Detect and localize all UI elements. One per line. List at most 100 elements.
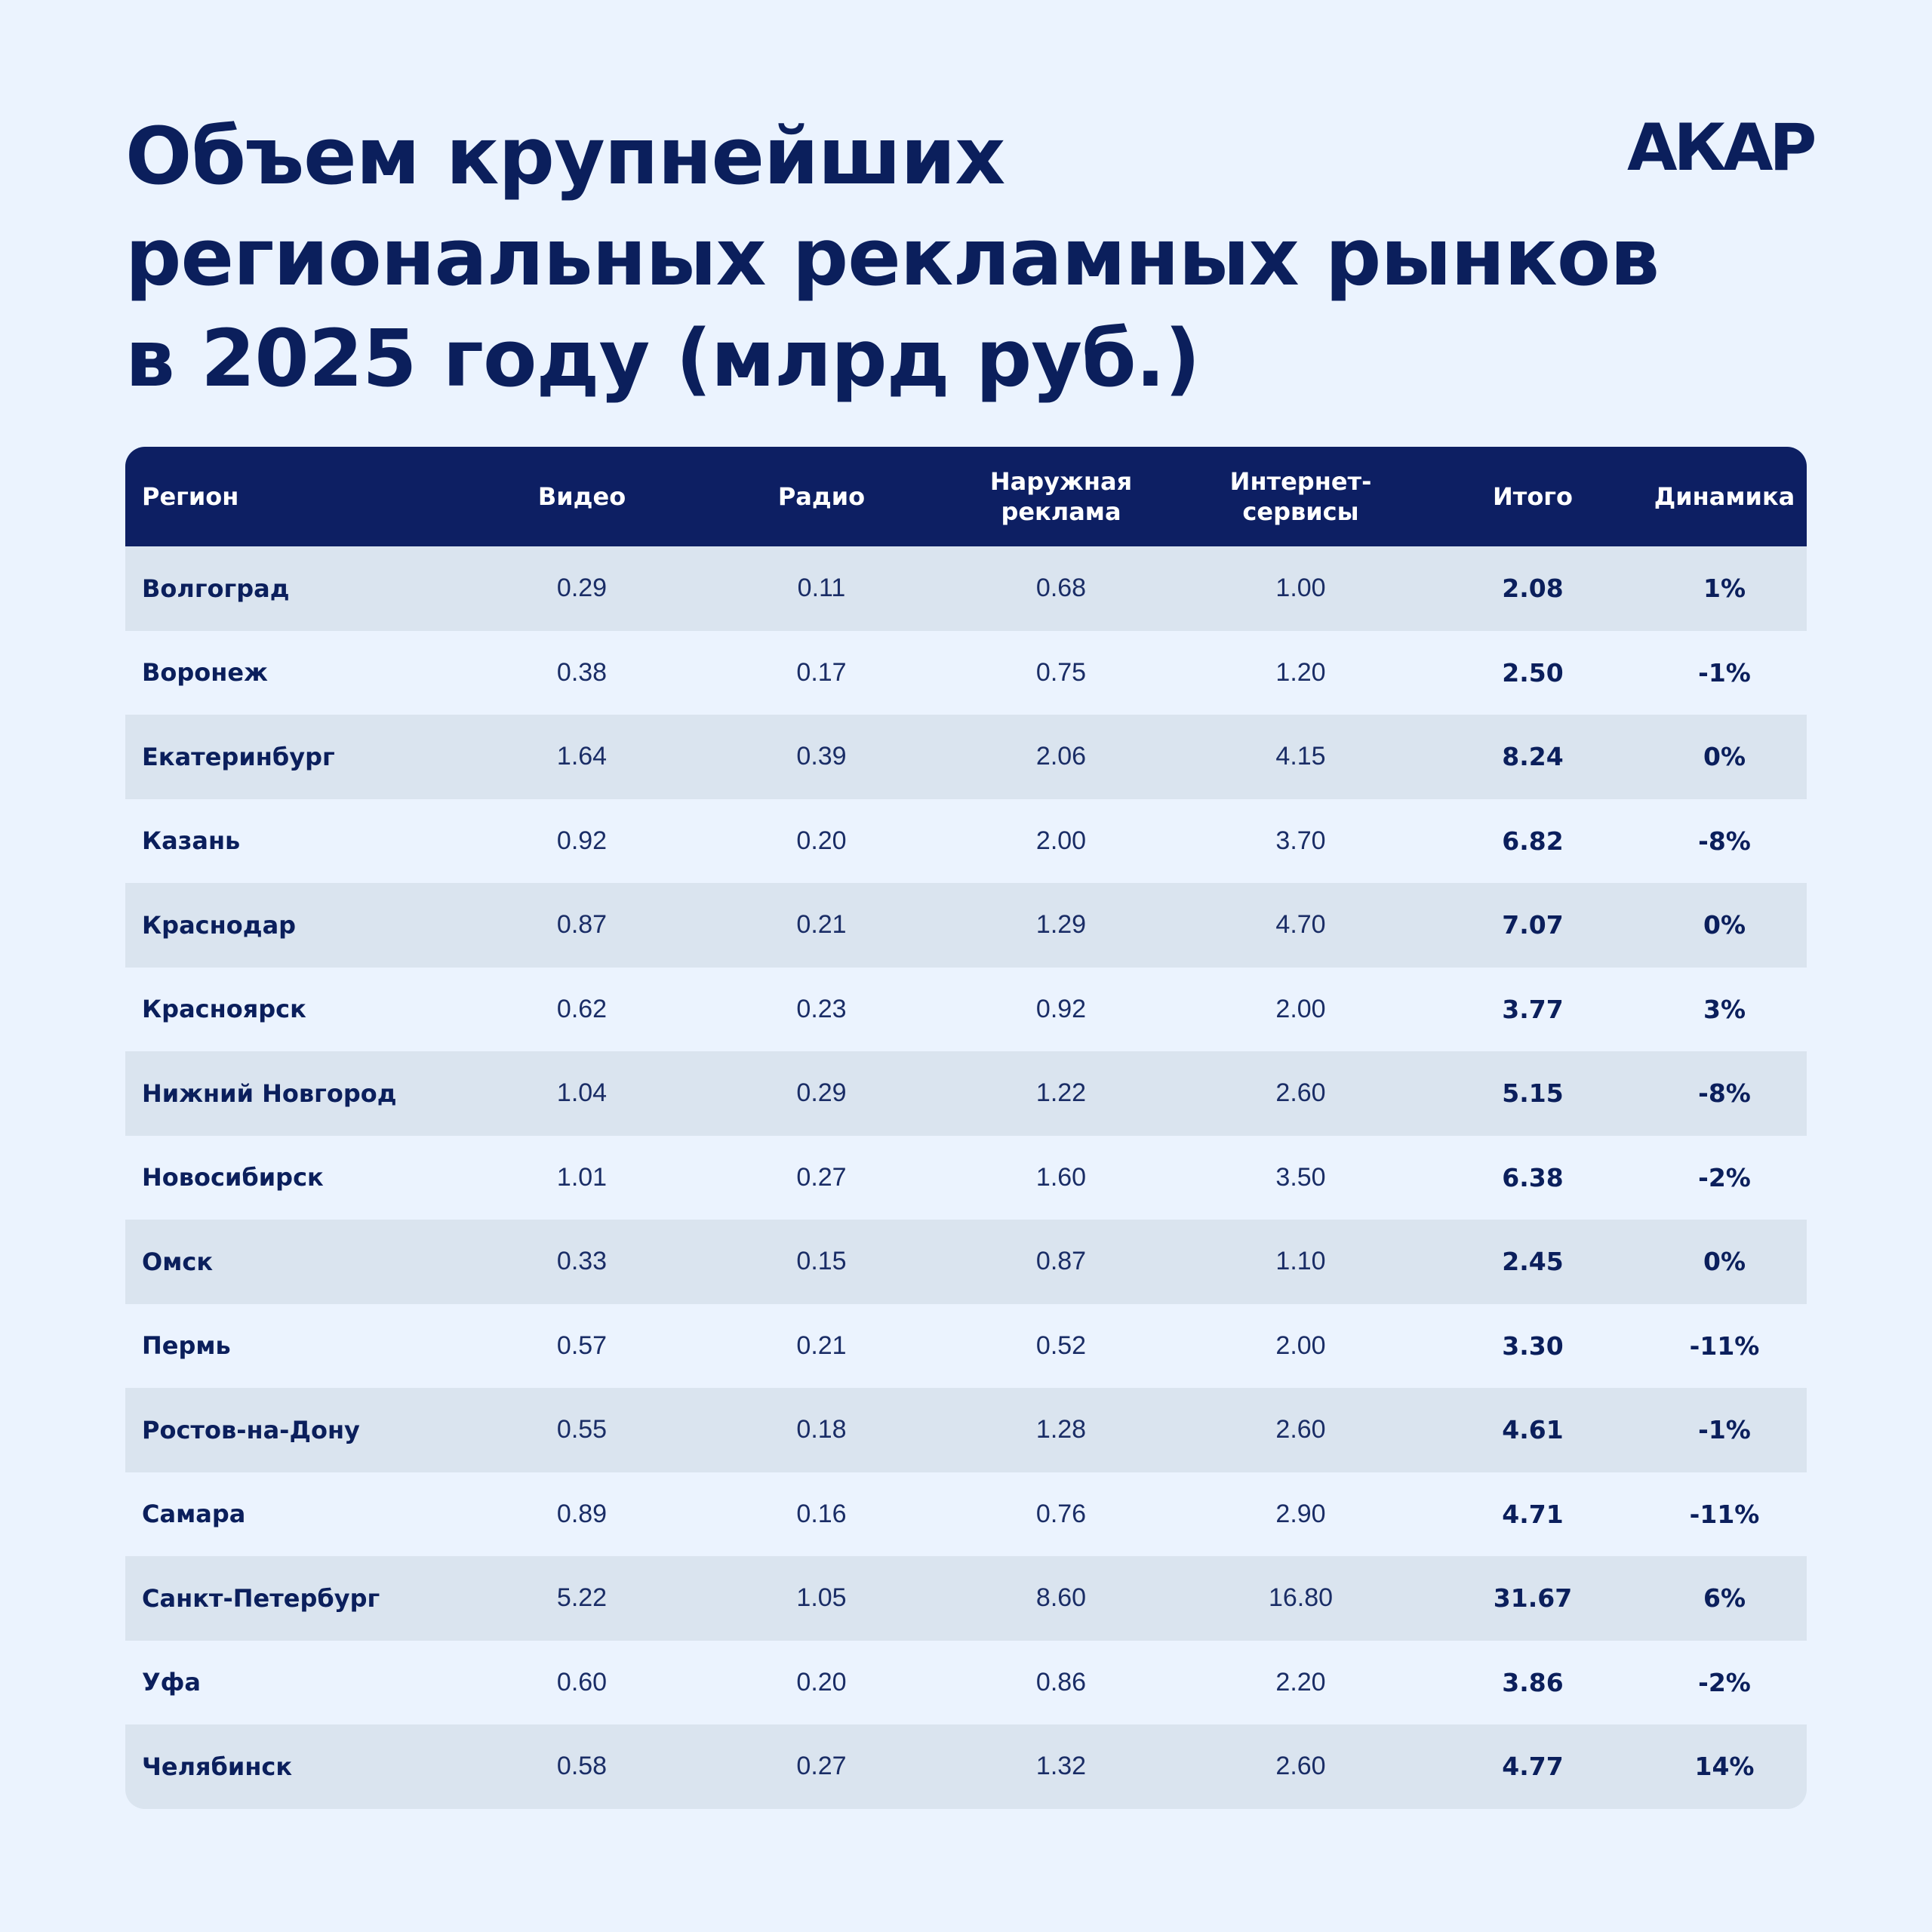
cell-dynamics: -2% <box>1698 1667 1751 1697</box>
cell-total: 7.07 <box>1502 910 1564 940</box>
table-row: Нижний Новгород 1.04 0.29 1.22 2.60 5.15 -8% <box>125 1051 1807 1136</box>
header-radio: Радио <box>699 481 944 512</box>
cell-dynamics: 6% <box>1703 1583 1746 1614</box>
header-label: Итого <box>1492 482 1573 511</box>
cell-dynamics: 14% <box>1694 1752 1755 1782</box>
cell-total: 5.15 <box>1502 1078 1564 1109</box>
table-row: Уфа 0.60 0.20 0.86 2.20 3.86 -2% <box>125 1640 1807 1724</box>
cell-internet: 2.60 <box>1275 1752 1326 1781</box>
header-video: Видео <box>465 481 699 512</box>
header-label: Видео <box>537 482 626 511</box>
cell-outdoor: 2.06 <box>1035 742 1087 771</box>
cell-outdoor: 0.52 <box>1035 1331 1087 1360</box>
cell-dynamics: -1% <box>1698 1415 1751 1445</box>
cell-region: Краснодар <box>142 910 297 940</box>
title-line: в 2025 году (млрд руб.) <box>125 312 1201 405</box>
cell-total: 3.86 <box>1502 1667 1564 1697</box>
cell-video: 0.29 <box>556 574 608 603</box>
cell-internet: 2.00 <box>1275 1331 1326 1360</box>
cell-dynamics: 1% <box>1703 574 1746 604</box>
cell-region: Екатеринбург <box>142 742 335 771</box>
cell-radio: 0.39 <box>796 742 847 771</box>
cell-internet: 2.00 <box>1275 994 1326 1023</box>
cell-radio: 0.21 <box>796 910 847 940</box>
cell-video: 0.38 <box>556 657 608 687</box>
cell-dynamics: 3% <box>1703 994 1746 1024</box>
cell-radio: 0.27 <box>796 1162 847 1192</box>
cell-outdoor: 0.87 <box>1035 1247 1087 1276</box>
cell-total: 31.67 <box>1493 1583 1573 1614</box>
cell-total: 8.24 <box>1502 742 1564 772</box>
table-row: Краснодар 0.87 0.21 1.29 4.70 7.07 0% <box>125 883 1807 968</box>
header-label: реклама <box>1001 497 1121 526</box>
cell-region: Казань <box>142 826 241 856</box>
cell-video: 0.57 <box>556 1331 608 1360</box>
cell-dynamics: -11% <box>1689 1499 1760 1529</box>
table-row: Новосибирск 1.01 0.27 1.60 3.50 6.38 -2% <box>125 1135 1807 1220</box>
page-title: Объем крупнейших региональных рекламных … <box>125 106 1710 409</box>
cell-region: Красноярск <box>142 995 306 1024</box>
cell-dynamics: 0% <box>1703 910 1746 940</box>
cell-outdoor: 1.60 <box>1035 1162 1087 1192</box>
header-label: Радио <box>777 482 866 511</box>
cell-dynamics: -2% <box>1698 1162 1751 1192</box>
table-row: Воронеж 0.38 0.17 0.75 1.20 2.50 -1% <box>125 630 1807 715</box>
cell-radio: 0.15 <box>796 1247 847 1276</box>
cell-internet: 3.70 <box>1275 826 1326 855</box>
cell-total: 6.38 <box>1502 1162 1564 1192</box>
table-body: Волгоград 0.29 0.11 0.68 1.00 2.08 1% Воронеж 0.… <box>125 546 1807 1809</box>
cell-outdoor: 1.28 <box>1035 1415 1087 1444</box>
cell-total: 4.61 <box>1502 1415 1564 1445</box>
header-total: Итого <box>1423 481 1642 512</box>
cell-internet: 3.50 <box>1275 1162 1326 1192</box>
cell-total: 3.30 <box>1502 1331 1564 1361</box>
table-row: Казань 0.92 0.20 2.00 3.70 6.82 -8% <box>125 798 1807 883</box>
cell-region: Ростов-на-Дону <box>142 1415 360 1444</box>
title-line: региональных рекламных рынков <box>125 211 1660 303</box>
cell-outdoor: 0.76 <box>1035 1499 1087 1528</box>
cell-outdoor: 1.22 <box>1035 1078 1087 1108</box>
cell-region: Самара <box>142 1500 246 1529</box>
cell-video: 0.87 <box>556 910 608 940</box>
table-row: Челябинск 0.58 0.27 1.32 2.60 4.77 14% <box>125 1724 1807 1809</box>
cell-internet: 2.60 <box>1275 1415 1326 1444</box>
akar-logo: АКАР <box>1627 110 1817 186</box>
table-row: Санкт-Петербург 5.22 1.05 8.60 16.80 31.67 6% <box>125 1556 1807 1641</box>
cell-region: Нижний Новгород <box>142 1078 397 1108</box>
cell-radio: 0.23 <box>796 994 847 1023</box>
cell-dynamics: 0% <box>1703 1247 1746 1277</box>
cell-region: Волгоград <box>142 574 290 603</box>
cell-outdoor: 2.00 <box>1035 826 1087 855</box>
cell-internet: 2.60 <box>1275 1078 1326 1108</box>
cell-internet: 16.80 <box>1268 1583 1334 1613</box>
cell-video: 1.04 <box>556 1078 608 1108</box>
title-line: Объем крупнейших <box>125 110 1005 202</box>
cell-radio: 0.20 <box>796 826 847 855</box>
cell-radio: 0.16 <box>796 1499 847 1528</box>
header-label: Интернет- <box>1229 467 1372 496</box>
cell-total: 3.77 <box>1502 994 1564 1024</box>
header-region: Регион <box>125 481 465 512</box>
cell-video: 0.60 <box>556 1667 608 1697</box>
cell-dynamics: 0% <box>1703 742 1746 772</box>
cell-region: Пермь <box>142 1331 231 1361</box>
cell-radio: 0.18 <box>796 1415 847 1444</box>
cell-internet: 2.20 <box>1275 1667 1326 1697</box>
table-row: Омск 0.33 0.15 0.87 1.10 2.45 0% <box>125 1220 1807 1304</box>
header-dynamics: Динамика <box>1642 481 1807 512</box>
cell-internet: 1.00 <box>1275 574 1326 603</box>
cell-outdoor: 0.68 <box>1035 574 1087 603</box>
cell-outdoor: 1.29 <box>1035 910 1087 940</box>
cell-dynamics: -11% <box>1689 1331 1760 1361</box>
cell-internet: 2.90 <box>1275 1499 1326 1528</box>
cell-internet: 1.20 <box>1275 657 1326 687</box>
cell-region: Омск <box>142 1247 214 1276</box>
cell-video: 0.55 <box>556 1415 608 1444</box>
cell-region: Челябинск <box>142 1752 293 1781</box>
cell-total: 2.45 <box>1502 1247 1564 1277</box>
cell-radio: 0.20 <box>796 1667 847 1697</box>
data-table: Регион Видео Радио Наружная реклама Интернет-… <box>125 447 1807 1809</box>
table-row: Самара 0.89 0.16 0.76 2.90 4.71 -11% <box>125 1472 1807 1556</box>
cell-total: 2.50 <box>1502 657 1564 688</box>
cell-outdoor: 8.60 <box>1035 1583 1087 1613</box>
